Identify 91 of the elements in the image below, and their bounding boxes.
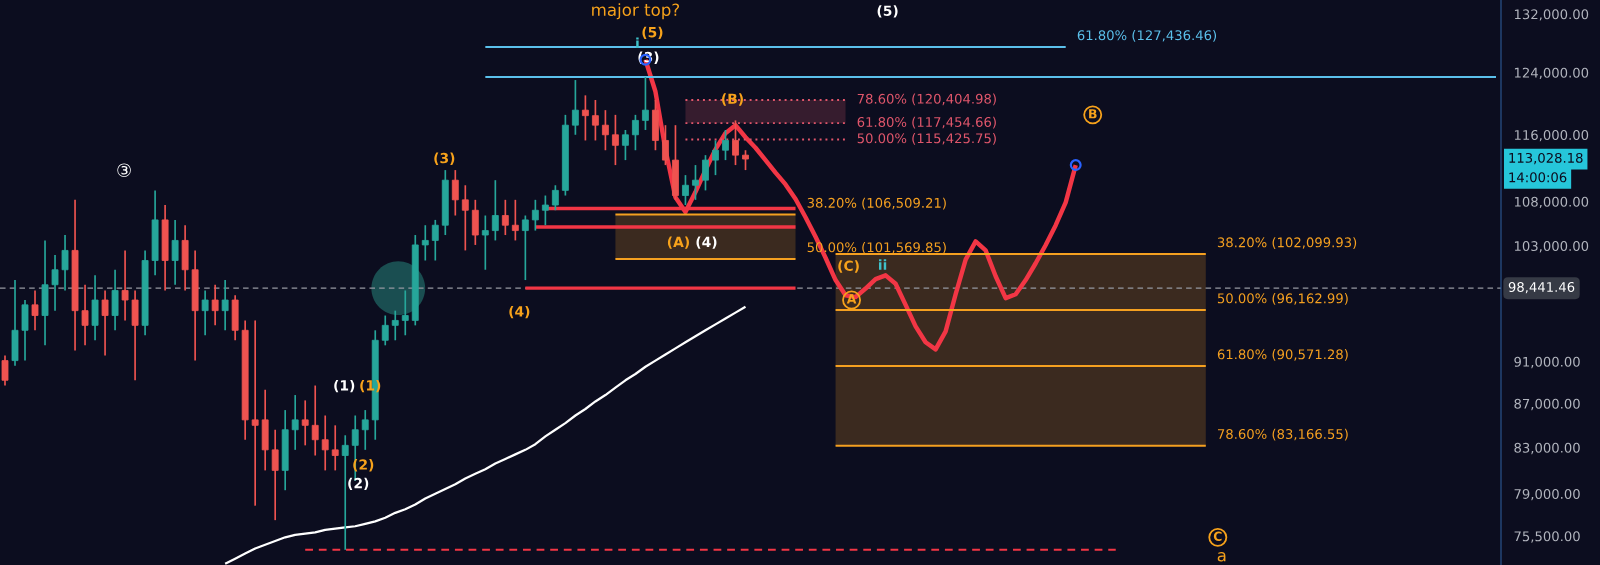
candlestick bbox=[621, 129, 629, 161]
candlestick bbox=[601, 109, 609, 152]
candlestick bbox=[221, 279, 229, 332]
candlestick bbox=[311, 384, 319, 457]
candlestick bbox=[401, 289, 409, 337]
candlestick bbox=[541, 194, 549, 227]
candlestick bbox=[722, 129, 729, 161]
candlestick bbox=[341, 434, 349, 551]
y-tick-label: 108,000.00 bbox=[1514, 196, 1589, 209]
series-label: 61.80% (117,454.66) bbox=[857, 116, 996, 129]
candlestick bbox=[31, 289, 39, 332]
candlestick bbox=[51, 254, 59, 312]
candlestick bbox=[461, 184, 469, 252]
candlestick bbox=[632, 114, 639, 152]
series-label: 38.20% (106,509.21) bbox=[807, 197, 946, 210]
candlestick bbox=[611, 114, 619, 166]
annotation: (4) bbox=[696, 236, 717, 249]
candlestick bbox=[211, 283, 219, 327]
candlestick bbox=[171, 219, 179, 286]
series-label: 50.00% (115,425.75) bbox=[857, 133, 996, 145]
candlestick bbox=[201, 289, 209, 337]
candlestick bbox=[571, 79, 579, 136]
candlestick bbox=[421, 224, 429, 262]
candlestick bbox=[481, 214, 489, 271]
candlestick bbox=[81, 283, 89, 347]
candlestick bbox=[501, 199, 509, 236]
candlestick bbox=[61, 234, 69, 292]
annotation: (4) bbox=[509, 305, 530, 319]
annotation: ③ bbox=[117, 163, 131, 177]
y-tick-label: 103,000.00 bbox=[1514, 241, 1589, 253]
candlestick bbox=[101, 289, 109, 357]
candlestick bbox=[391, 309, 399, 342]
y-tick-label: 132,000.00 bbox=[1514, 9, 1589, 21]
candlestick bbox=[381, 314, 389, 347]
annotation: (3) bbox=[434, 152, 455, 165]
y-tick-label: 116,000.00 bbox=[1514, 130, 1589, 142]
candlestick bbox=[291, 394, 299, 451]
candlestick bbox=[331, 424, 339, 472]
annotation: B bbox=[1089, 109, 1097, 119]
candlestick bbox=[662, 124, 669, 166]
candlestick bbox=[531, 199, 539, 232]
annotation: i bbox=[636, 37, 639, 49]
annotation: (C) bbox=[838, 260, 859, 273]
series-label: 61.80% (90,571.28) bbox=[1217, 349, 1348, 361]
y-tick-label: 75,500.00 bbox=[1514, 531, 1580, 543]
annotation: (5) bbox=[877, 5, 898, 18]
candlestick bbox=[301, 399, 309, 447]
candlestick bbox=[692, 164, 699, 201]
annotation: C bbox=[1213, 531, 1222, 541]
candlestick bbox=[581, 94, 589, 142]
candlestick bbox=[121, 249, 129, 322]
candlestick bbox=[521, 214, 529, 281]
annotation: a bbox=[1217, 552, 1226, 562]
candlestick bbox=[491, 179, 499, 242]
y-tick-label: 83,000.00 bbox=[1514, 442, 1580, 455]
y-tick-label: 91,000.00 bbox=[1514, 356, 1580, 369]
candlestick bbox=[682, 174, 689, 206]
candlestick bbox=[712, 139, 719, 176]
candlestick bbox=[742, 149, 749, 171]
ref-line-label: 98,441.46 bbox=[1508, 282, 1575, 294]
candlestick bbox=[702, 154, 709, 192]
annotation: major top? bbox=[592, 3, 680, 20]
y-tick-label: 79,000.00 bbox=[1514, 488, 1580, 501]
annotation: (5) bbox=[642, 26, 663, 40]
annotation: (1) bbox=[334, 379, 355, 393]
text: 113,028.18 bbox=[1509, 152, 1583, 165]
y-tick-label: 124,000.00 bbox=[1514, 67, 1589, 80]
annotation: (B) bbox=[722, 93, 743, 106]
text: 14:00:06 bbox=[1509, 172, 1567, 183]
candlestick bbox=[321, 414, 329, 472]
candlestick bbox=[642, 76, 649, 131]
series-label: 78.60% (83,166.55) bbox=[1218, 428, 1348, 441]
candlestick bbox=[511, 199, 519, 242]
series-label: 50.00% (96,162.99) bbox=[1217, 293, 1348, 305]
series-label: 78.60% (120,404.98) bbox=[857, 93, 996, 106]
candlestick bbox=[551, 184, 559, 212]
annotation: (2) bbox=[348, 477, 369, 490]
series-label: 38.20% (102,099.93) bbox=[1217, 237, 1357, 249]
y-tick-label: 87,000.00 bbox=[1514, 398, 1580, 411]
candlestick bbox=[431, 219, 439, 262]
candlestick bbox=[451, 169, 459, 217]
annotation: (A) bbox=[667, 236, 689, 249]
candlestick bbox=[251, 319, 259, 507]
line-series bbox=[224, 305, 747, 565]
candlestick bbox=[361, 409, 369, 451]
candlestick bbox=[271, 428, 279, 521]
candlestick bbox=[591, 99, 599, 142]
annotation: ii bbox=[878, 259, 887, 270]
candlestick bbox=[1, 354, 9, 387]
series-label: 61.80% (127,436.46) bbox=[1077, 30, 1217, 42]
candlestick bbox=[732, 119, 739, 166]
